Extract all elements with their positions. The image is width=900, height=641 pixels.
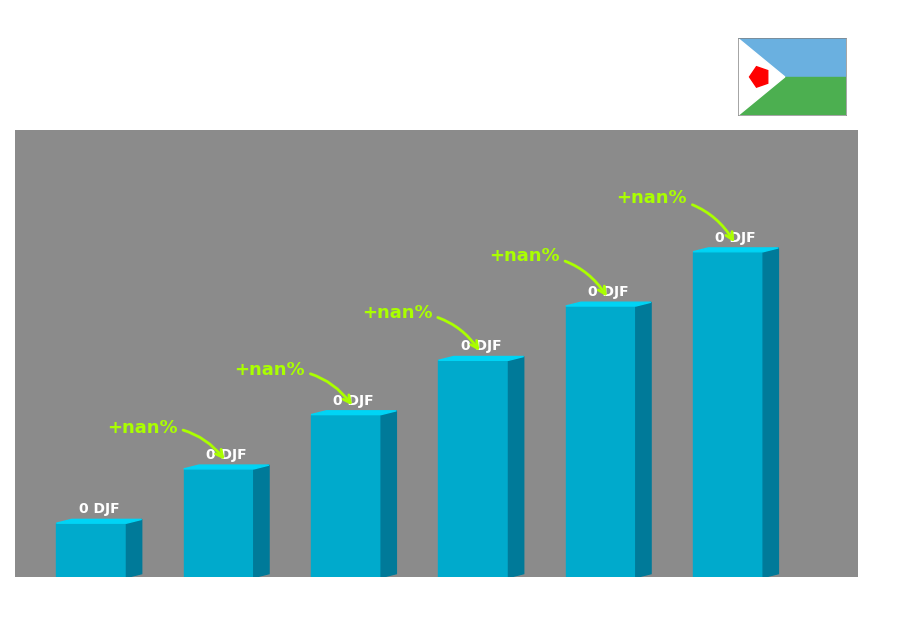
Text: 0 DJF: 0 DJF	[588, 285, 629, 299]
Text: +nan%: +nan%	[107, 419, 223, 457]
Polygon shape	[381, 411, 396, 578]
Text: +nan%: +nan%	[362, 304, 478, 349]
Polygon shape	[438, 356, 524, 360]
Polygon shape	[126, 519, 141, 578]
Text: Average Monthly Salary: Average Monthly Salary	[862, 246, 875, 395]
Bar	[693, 252, 763, 578]
Text: 0 DJF: 0 DJF	[461, 339, 501, 353]
Polygon shape	[184, 465, 269, 469]
Bar	[57, 523, 126, 578]
Polygon shape	[311, 411, 396, 415]
Polygon shape	[566, 302, 651, 306]
Bar	[438, 360, 508, 578]
Text: Biomedical Engineering Technician: Biomedical Engineering Technician	[36, 96, 423, 116]
Text: 0 DJF: 0 DJF	[716, 231, 756, 245]
Bar	[311, 415, 381, 578]
Polygon shape	[635, 302, 651, 578]
Text: +nan%: +nan%	[616, 189, 733, 240]
Polygon shape	[738, 38, 785, 115]
Text: 0 DJF: 0 DJF	[206, 448, 247, 462]
Text: +nan%: +nan%	[489, 247, 605, 294]
Bar	[566, 306, 635, 578]
Text: Salary Comparison By Experience: Salary Comparison By Experience	[36, 51, 612, 80]
Bar	[738, 77, 846, 115]
Text: 0 DJF: 0 DJF	[333, 394, 374, 408]
Polygon shape	[763, 248, 778, 578]
Polygon shape	[508, 356, 524, 578]
Bar	[184, 469, 254, 578]
Bar	[738, 38, 846, 77]
Text: +nan%: +nan%	[234, 362, 350, 403]
Polygon shape	[57, 519, 141, 523]
Polygon shape	[693, 248, 778, 252]
Text: 0 DJF: 0 DJF	[78, 502, 120, 516]
Polygon shape	[254, 465, 269, 578]
Text: salaryexplorer.com: salaryexplorer.com	[377, 616, 523, 631]
